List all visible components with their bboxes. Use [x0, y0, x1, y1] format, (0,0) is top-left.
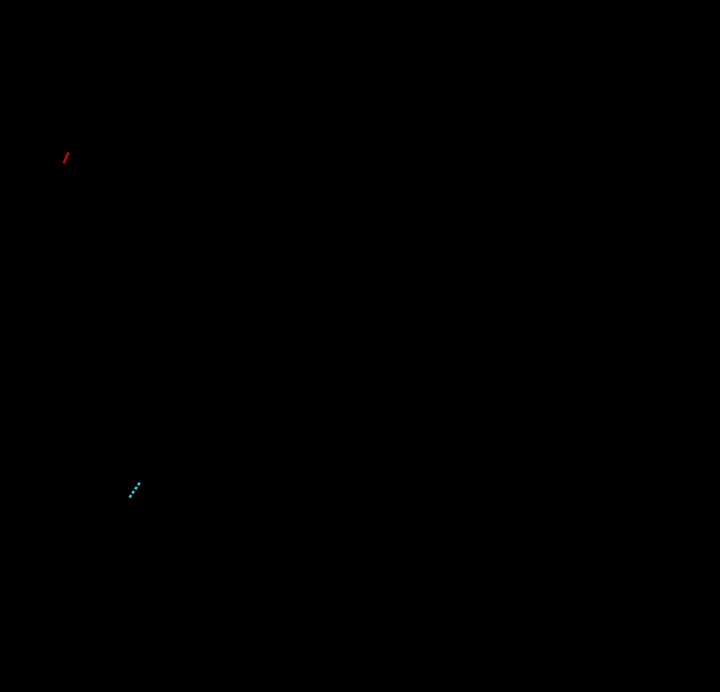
drawing-surface[interactable] — [0, 0, 720, 692]
screen-canvas — [0, 0, 720, 692]
